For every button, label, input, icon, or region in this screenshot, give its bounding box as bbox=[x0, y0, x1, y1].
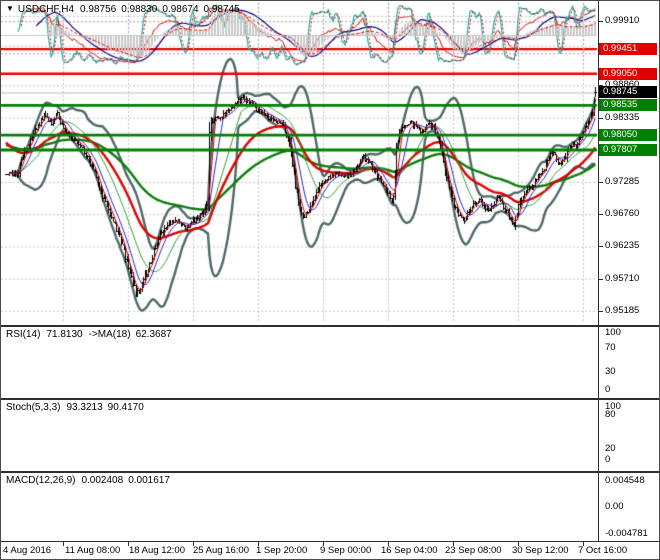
time-axis-label: 1 Sep 20:00 bbox=[256, 545, 308, 556]
macd-signal-value: 0.001617 bbox=[128, 475, 170, 486]
price-axis-tick bbox=[599, 182, 603, 183]
macd-name: MACD(12,26,9) bbox=[6, 475, 76, 486]
time-axis-tick bbox=[388, 542, 389, 546]
time-axis-label: 4 Aug 2016 bbox=[3, 545, 52, 556]
resistance-price-badge: 0.99050 bbox=[599, 68, 657, 80]
stoch-scale-label: 20 bbox=[605, 443, 616, 454]
rsi-name: RSI(14) bbox=[6, 329, 41, 340]
macd-value: 0.002408 bbox=[81, 475, 124, 486]
price-axis-tick bbox=[599, 311, 603, 312]
macd-scale-label: 0.00 bbox=[605, 501, 624, 512]
price-axis-tick bbox=[599, 214, 603, 215]
price-axis-label: 0.96760 bbox=[605, 208, 640, 219]
time-axis-tick bbox=[193, 542, 194, 546]
stoch-scale-label: 0 bbox=[605, 454, 611, 465]
symbol-period-label: USDCHF,H4 bbox=[17, 4, 75, 15]
price-axis-border bbox=[598, 1, 599, 541]
time-axis-tick bbox=[323, 542, 324, 546]
rsi-scale-label: 70 bbox=[605, 342, 616, 353]
stoch-value: 93.3213 bbox=[66, 402, 103, 413]
panel-separator[interactable] bbox=[1, 471, 659, 473]
price-axis-label: 0.99910 bbox=[605, 15, 640, 26]
time-axis-tick bbox=[128, 542, 129, 546]
resistance-price-badge: 0.99451 bbox=[599, 43, 657, 55]
time-axis-tick bbox=[453, 542, 454, 546]
time-axis-label: 7 Oct 16:00 bbox=[578, 545, 628, 556]
stoch-header: Stoch(5,3,3) 93.3213 90.4170 bbox=[6, 402, 144, 414]
price-axis-tick bbox=[599, 21, 603, 22]
support-price-badge: 0.98050 bbox=[599, 129, 657, 141]
rsi-scale-label: 0 bbox=[605, 384, 611, 395]
rsi-value: 71.8130 bbox=[46, 329, 83, 340]
chart-dropdown-icon[interactable]: ▼ bbox=[6, 4, 14, 13]
rsi-scale-label: 30 bbox=[605, 366, 616, 377]
time-axis-border bbox=[1, 541, 659, 542]
price-axis-label: 0.98335 bbox=[605, 112, 640, 123]
price-axis-tick bbox=[599, 246, 603, 247]
time-axis-label: 30 Sep 12:00 bbox=[512, 545, 569, 556]
ohlc-close: 0.98745 bbox=[203, 4, 240, 15]
price-axis-tick bbox=[599, 279, 603, 280]
price-axis-label: 0.96235 bbox=[605, 240, 640, 251]
time-axis[interactable]: 4 Aug 2016 11 Aug 08:00 18 Aug 12:00 25 Aug… bbox=[1, 542, 627, 559]
current-price-badge: 0.98745 bbox=[599, 86, 657, 98]
macd-panel-canvas[interactable] bbox=[1, 1, 598, 69]
panel-separator[interactable] bbox=[1, 325, 659, 327]
time-axis-label: 25 Aug 16:00 bbox=[193, 545, 249, 556]
rsi-ma-name: ->MA(18) bbox=[88, 329, 131, 340]
ohlc-high: 0.98830 bbox=[121, 4, 158, 15]
time-axis-label: 18 Aug 12:00 bbox=[129, 545, 185, 556]
price-axis-label: 0.95710 bbox=[605, 273, 640, 284]
stoch-signal-value: 90.4170 bbox=[107, 402, 144, 413]
macd-scale-label: -0.004781 bbox=[605, 528, 648, 539]
time-axis-tick bbox=[63, 542, 64, 546]
ohlc-low: 0.98674 bbox=[162, 4, 199, 15]
time-axis-label: 16 Sep 04:00 bbox=[381, 545, 438, 556]
time-axis-tick bbox=[258, 542, 259, 546]
price-axis-label: 0.97285 bbox=[605, 176, 640, 187]
rsi-header: RSI(14) 71.8130 ->MA(18) 62.3687 bbox=[6, 329, 172, 341]
price-axis[interactable]: 0.999100.993850.988600.983350.978100.972… bbox=[599, 1, 659, 541]
time-axis-label: 23 Sep 08:00 bbox=[445, 545, 502, 556]
price-axis-tick bbox=[599, 85, 603, 86]
rsi-ma-value: 62.3687 bbox=[135, 329, 172, 340]
time-axis-label: 9 Sep 00:00 bbox=[320, 545, 372, 556]
ohlc-open: 0.98756 bbox=[80, 4, 117, 15]
support-price-badge: 0.97807 bbox=[599, 144, 657, 156]
support-price-badge: 0.98535 bbox=[599, 99, 657, 111]
stoch-scale-label: 80 bbox=[605, 409, 616, 420]
time-axis-label: 11 Aug 08:00 bbox=[65, 545, 121, 556]
chart-title: ▼ USDCHF,H4 0.98756 0.98830 0.98674 0.98745 bbox=[6, 4, 240, 16]
stoch-scale-label: 100 bbox=[605, 401, 621, 412]
time-axis-tick bbox=[518, 542, 519, 546]
price-axis-label: 0.98860 bbox=[605, 79, 640, 90]
macd-scale-label: 0.004548 bbox=[605, 475, 645, 486]
price-axis-tick bbox=[599, 118, 603, 119]
stoch-name: Stoch(5,3,3) bbox=[6, 402, 61, 413]
price-axis-label: 0.95185 bbox=[605, 305, 640, 316]
macd-header: MACD(12,26,9) 0.002408 0.001617 bbox=[6, 475, 170, 487]
panel-separator[interactable] bbox=[1, 398, 659, 400]
rsi-scale-label: 100 bbox=[605, 327, 621, 338]
time-axis-tick bbox=[583, 542, 584, 546]
